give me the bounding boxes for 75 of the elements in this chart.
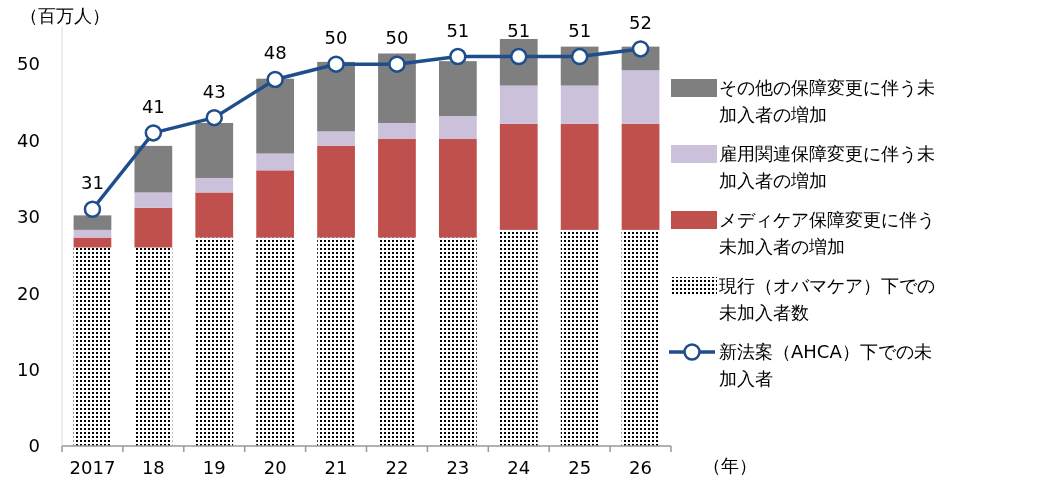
y-tick-label: 0 xyxy=(28,435,40,457)
bar xyxy=(621,229,660,446)
data-label: 51 xyxy=(507,19,531,41)
bar xyxy=(378,139,416,238)
point xyxy=(327,55,345,73)
x-tick-label: 23 xyxy=(446,457,470,478)
bar xyxy=(195,177,234,193)
data-label: 31 xyxy=(81,172,104,194)
data-label: 52 xyxy=(629,11,652,33)
bar xyxy=(438,237,477,446)
x-tick-label: 24 xyxy=(507,457,531,478)
bar xyxy=(621,123,660,230)
data-label: 51 xyxy=(446,19,470,41)
point xyxy=(205,108,223,127)
point xyxy=(266,70,284,89)
bar xyxy=(317,131,355,146)
bar xyxy=(134,145,173,193)
bar xyxy=(499,85,538,124)
bar xyxy=(560,229,599,446)
bar xyxy=(438,139,477,238)
point xyxy=(388,55,406,73)
data-label: 50 xyxy=(385,27,409,49)
bar xyxy=(256,78,295,154)
bar xyxy=(134,247,173,446)
bar xyxy=(73,215,112,230)
bar xyxy=(499,229,538,446)
bar xyxy=(317,61,355,132)
x-tick-label: 19 xyxy=(202,457,226,478)
bar xyxy=(378,122,416,140)
data-label: 43 xyxy=(202,80,226,102)
legend-label: 現行（オバマケア）下での未加入者数 xyxy=(719,275,935,324)
x-tick-label: 2017 xyxy=(69,457,116,478)
data-label: 50 xyxy=(324,27,348,49)
bar xyxy=(195,192,234,238)
data-label: 48 xyxy=(263,42,287,64)
point xyxy=(83,200,102,219)
bar xyxy=(621,70,660,124)
bar xyxy=(378,237,416,446)
bar xyxy=(134,207,173,248)
bar xyxy=(256,170,295,238)
x-axis-title: （年） xyxy=(703,455,757,476)
y-tick-label: 40 xyxy=(17,129,40,151)
y-axis-title: （百万人） xyxy=(20,5,110,26)
bar xyxy=(438,116,477,140)
y-tick-label: 50 xyxy=(17,53,40,75)
x-tick-label: 22 xyxy=(385,457,409,478)
bar xyxy=(195,237,234,446)
data-label: 51 xyxy=(568,19,592,41)
bar xyxy=(317,237,355,446)
point xyxy=(449,47,467,66)
x-tick-label: 18 xyxy=(141,457,165,478)
bar xyxy=(73,247,112,446)
bar xyxy=(317,145,355,238)
bar xyxy=(499,123,538,230)
x-tick-label: 21 xyxy=(324,457,348,478)
bar xyxy=(560,85,599,124)
bar xyxy=(256,237,295,446)
bar xyxy=(73,229,112,238)
point xyxy=(144,124,163,142)
legend-label: メディケア保障変更に伴う未加入者の増加 xyxy=(719,209,935,258)
bar xyxy=(256,153,295,171)
legend-label: 雇用関連保障変更に伴う未加入者の増加 xyxy=(719,143,935,192)
data-label: 41 xyxy=(141,95,165,117)
legend-label: 新法案（AHCA）下での未加入者 xyxy=(719,341,932,390)
legend-label: その他の保障変更に伴う未加入者の増加 xyxy=(719,77,935,126)
x-tick-label: 26 xyxy=(629,457,652,478)
bar xyxy=(438,61,477,117)
y-tick-label: 20 xyxy=(17,282,40,304)
bar xyxy=(195,122,234,178)
x-tick-label: 25 xyxy=(568,457,592,478)
y-tick-label: 10 xyxy=(17,358,40,380)
y-tick-label: 30 xyxy=(17,206,40,228)
x-tick-label: 20 xyxy=(263,457,287,478)
bar xyxy=(134,192,173,208)
bar xyxy=(560,123,599,230)
